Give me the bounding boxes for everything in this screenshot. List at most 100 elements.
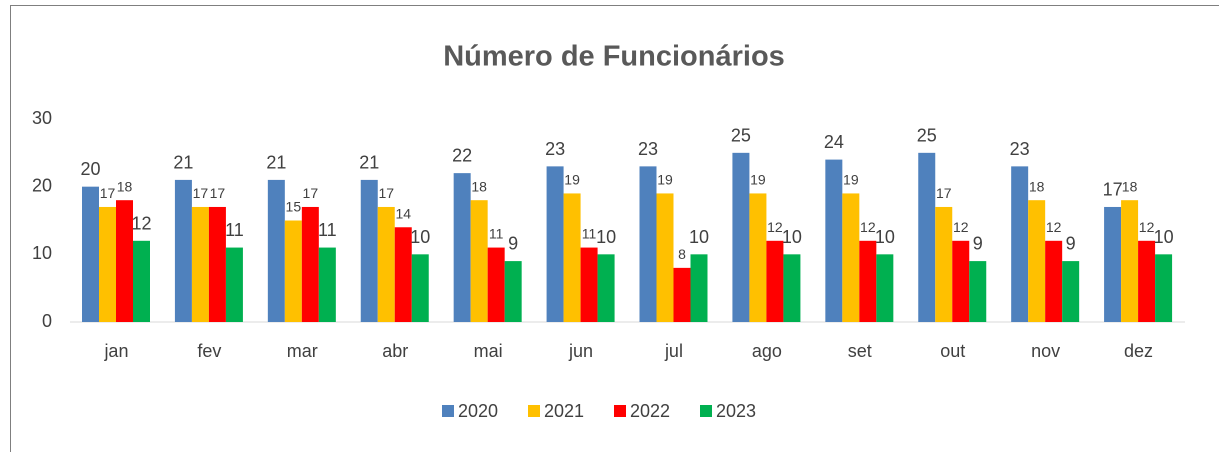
data-label: 22 <box>452 146 472 166</box>
x-tick-label: fev <box>197 341 221 361</box>
data-label: 10 <box>875 227 895 247</box>
x-tick-label: jun <box>568 341 593 361</box>
bar <box>411 254 429 322</box>
x-tick-label: jul <box>664 341 683 361</box>
bar <box>690 254 708 322</box>
data-label: 12 <box>767 219 783 235</box>
y-tick-label: 30 <box>32 108 52 128</box>
data-label: 17 <box>1103 180 1123 200</box>
bar <box>580 247 598 322</box>
legend-swatch <box>528 405 540 417</box>
bar <box>1045 240 1063 322</box>
bar <box>952 240 970 322</box>
bar <box>377 206 395 322</box>
data-label: 19 <box>750 172 766 188</box>
bar <box>656 193 674 322</box>
data-label: 10 <box>1154 227 1174 247</box>
data-label: 23 <box>638 139 658 159</box>
legend-swatch <box>614 405 626 417</box>
bar <box>267 179 285 322</box>
data-label: 10 <box>410 227 430 247</box>
data-label: 9 <box>508 234 518 254</box>
x-tick-label: mai <box>474 341 503 361</box>
bar <box>470 200 488 322</box>
x-tick-label: jan <box>103 341 128 361</box>
data-label: 24 <box>824 132 844 152</box>
x-tick-label: abr <box>382 341 408 361</box>
bar <box>563 193 581 322</box>
data-label: 17 <box>936 185 952 201</box>
data-label: 11 <box>225 220 244 240</box>
y-tick-label: 10 <box>32 243 52 263</box>
bar <box>969 261 987 322</box>
data-label: 12 <box>131 213 151 233</box>
data-label: 11 <box>582 226 597 242</box>
x-tick-label: set <box>848 341 872 361</box>
data-label: 19 <box>843 172 859 188</box>
bar <box>82 186 99 322</box>
bar <box>133 240 150 322</box>
bar <box>639 166 657 322</box>
data-label: 20 <box>80 159 100 179</box>
bar <box>749 193 767 322</box>
data-label: 10 <box>689 227 709 247</box>
data-label: 19 <box>564 172 580 188</box>
data-label: 8 <box>678 246 686 262</box>
bar <box>1104 206 1122 322</box>
bar <box>1028 200 1046 322</box>
x-tick-label: dez <box>1124 341 1153 361</box>
bar <box>1138 240 1156 322</box>
legend-label: 2023 <box>716 401 756 421</box>
bar <box>859 240 877 322</box>
bar <box>597 254 615 322</box>
data-label: 25 <box>917 125 937 145</box>
legend-swatch <box>700 405 712 417</box>
legend-swatch <box>442 405 454 417</box>
bar <box>1155 254 1173 322</box>
data-label: 9 <box>973 234 983 254</box>
chart-title: Número de Funcionários <box>443 41 785 73</box>
data-label: 10 <box>596 227 616 247</box>
bar <box>876 254 894 322</box>
bar <box>453 173 471 322</box>
data-label: 17 <box>210 185 226 201</box>
data-label: 11 <box>318 220 337 240</box>
bar <box>318 247 336 322</box>
data-label: 9 <box>1066 234 1076 254</box>
bar <box>116 200 133 322</box>
bar <box>673 267 691 322</box>
data-label: 17 <box>303 185 319 201</box>
x-tick-label: ago <box>752 341 782 361</box>
bar <box>1011 166 1029 322</box>
data-label: 25 <box>731 125 751 145</box>
data-label: 12 <box>953 219 969 235</box>
x-tick-label: nov <box>1031 341 1060 361</box>
legend-label: 2020 <box>458 401 498 421</box>
data-label: 23 <box>545 139 565 159</box>
data-label: 18 <box>471 178 487 194</box>
bar <box>360 179 378 322</box>
data-label: 18 <box>117 178 133 194</box>
data-label: 21 <box>173 152 193 172</box>
data-label: 12 <box>860 219 876 235</box>
data-label: 11 <box>489 226 504 242</box>
y-tick-label: 0 <box>42 311 52 331</box>
y-tick-label: 20 <box>32 175 52 195</box>
x-tick-label: out <box>940 341 965 361</box>
data-label: 18 <box>1029 178 1045 194</box>
bar <box>1121 200 1139 322</box>
bar <box>487 247 505 322</box>
data-label: 12 <box>1046 219 1062 235</box>
bar <box>394 227 412 322</box>
bar <box>766 240 784 322</box>
data-label: 14 <box>395 205 411 221</box>
bar <box>99 206 116 322</box>
data-label: 18 <box>1122 178 1138 194</box>
bar <box>918 152 936 322</box>
legend-label: 2021 <box>544 401 584 421</box>
bar <box>504 261 522 322</box>
data-label: 21 <box>359 152 379 172</box>
bar <box>842 193 860 322</box>
bar <box>208 206 226 322</box>
